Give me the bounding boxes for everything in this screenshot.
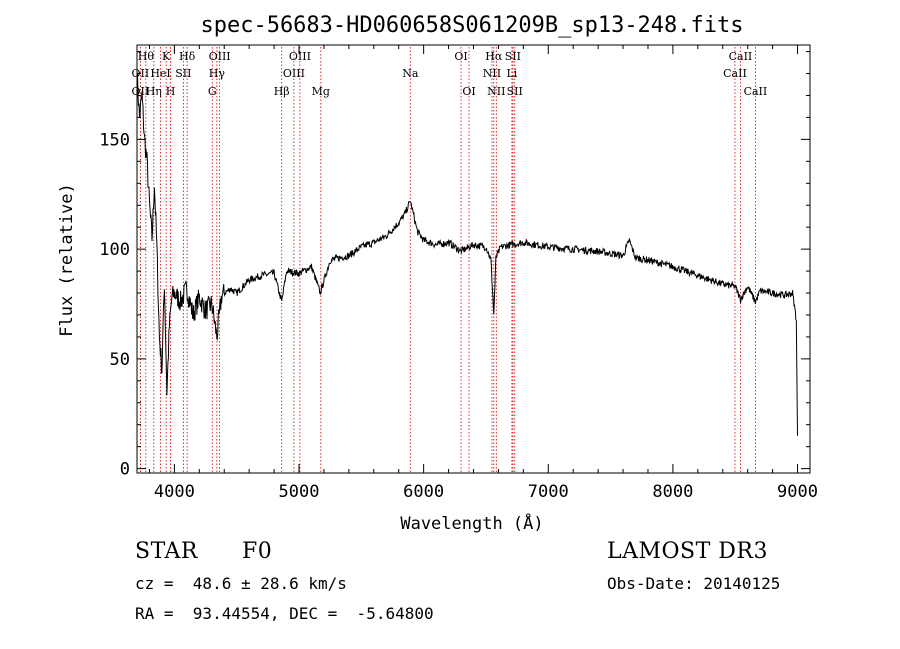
marker-label: OI xyxy=(454,50,467,63)
x-axis-label: Wavelength (Å) xyxy=(400,512,543,534)
marker-label: NII xyxy=(483,67,501,80)
marker-label: G xyxy=(208,85,217,98)
marker-label: SII xyxy=(507,85,523,98)
marker-label: OIII xyxy=(289,50,311,63)
marker-label: H xyxy=(166,85,176,98)
marker-label: NII xyxy=(487,85,505,98)
marker-label: Hγ xyxy=(209,67,226,80)
y-tick-label: 0 xyxy=(120,460,130,480)
x-axis-ticks: 4000 5000 6000 7000 8000 9000 xyxy=(148,45,818,502)
line-marker-labels: OIIOIIHθHηHeIKHSIIHδGHγOIIIHβOIIIOIIIMgN… xyxy=(132,50,768,98)
y-tick-label: 50 xyxy=(110,350,130,370)
redshift-readout: cz = 48.6 ± 28.6 km/s xyxy=(135,574,347,593)
x-tick-label: 8000 xyxy=(652,482,693,502)
x-tick-label: 7000 xyxy=(528,482,569,502)
x-tick-label: 6000 xyxy=(403,482,444,502)
marker-label: Hδ xyxy=(179,50,196,63)
spectrum-line xyxy=(136,73,798,436)
marker-label: OI xyxy=(462,85,475,98)
subclass: F0 xyxy=(242,539,273,564)
y-axis-label: Flux (relative) xyxy=(57,183,77,337)
line-markers xyxy=(139,47,756,473)
x-tick-label: 5000 xyxy=(279,482,320,502)
marker-label: Na xyxy=(402,67,419,80)
x-tick-label: 9000 xyxy=(777,482,818,502)
obs-date: Obs-Date: 20140125 xyxy=(607,574,781,593)
marker-label: SII xyxy=(505,50,521,63)
marker-label: Hη xyxy=(146,85,162,98)
marker-label: Li xyxy=(506,67,517,80)
marker-label: OIII xyxy=(209,50,231,63)
chart-title: spec-56683-HD060658S061209B_sp13-248.fit… xyxy=(200,13,743,38)
object-class: STAR xyxy=(135,539,198,564)
marker-label: Hθ xyxy=(138,50,155,63)
survey-name: LAMOST DR3 xyxy=(607,539,768,564)
marker-label: CaII xyxy=(723,67,747,80)
marker-label: Mg xyxy=(312,85,330,98)
coordinates: RA = 93.44554, DEC = -5.64800 xyxy=(135,604,434,623)
marker-label: CaII xyxy=(744,85,768,98)
marker-label: OIII xyxy=(283,67,305,80)
x-tick-label: 4000 xyxy=(154,482,195,502)
marker-label: K xyxy=(162,50,171,63)
marker-label: Hα xyxy=(485,50,503,63)
plot-frame xyxy=(136,44,811,474)
marker-label: Hβ xyxy=(274,85,290,98)
y-tick-label: 100 xyxy=(99,240,130,260)
y-tick-label: 150 xyxy=(99,130,130,150)
y-axis-ticks: 0 50 100 150 xyxy=(99,51,810,480)
marker-label: OII xyxy=(132,85,150,98)
marker-label: HeI xyxy=(150,67,170,80)
marker-label: SII xyxy=(175,67,191,80)
marker-label: CaII xyxy=(729,50,753,63)
